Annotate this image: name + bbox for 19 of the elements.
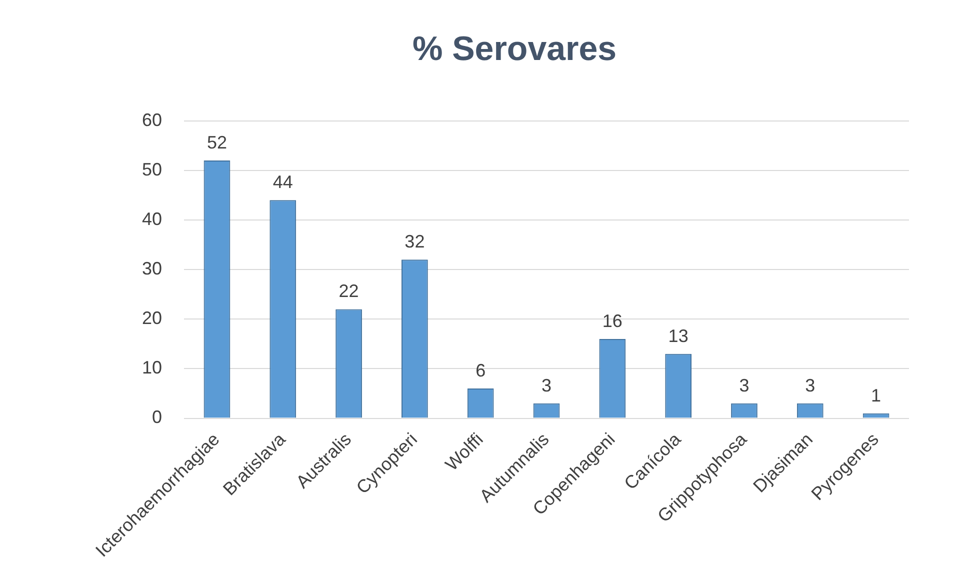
data-label: 3 bbox=[805, 375, 816, 396]
data-label: 3 bbox=[739, 375, 750, 396]
data-label: 6 bbox=[476, 360, 486, 380]
y-tick-label: 60 bbox=[142, 110, 162, 130]
y-tick-label: 40 bbox=[142, 208, 162, 229]
chart-title: % Serovares bbox=[412, 30, 617, 68]
data-label: 44 bbox=[272, 172, 293, 192]
data-label: 13 bbox=[668, 326, 688, 346]
y-tick-label: 50 bbox=[142, 159, 162, 180]
data-label: 16 bbox=[602, 310, 622, 331]
y-tick-label: 30 bbox=[142, 258, 162, 279]
data-label: 52 bbox=[206, 132, 227, 152]
data-label: 22 bbox=[338, 281, 359, 302]
data-label: 1 bbox=[871, 385, 882, 406]
y-tick-label: 10 bbox=[142, 358, 162, 378]
data-label: 3 bbox=[542, 375, 552, 396]
data-label: 32 bbox=[404, 232, 425, 252]
y-tick-label: 0 bbox=[152, 407, 162, 428]
y-tick-label: 20 bbox=[142, 308, 162, 328]
